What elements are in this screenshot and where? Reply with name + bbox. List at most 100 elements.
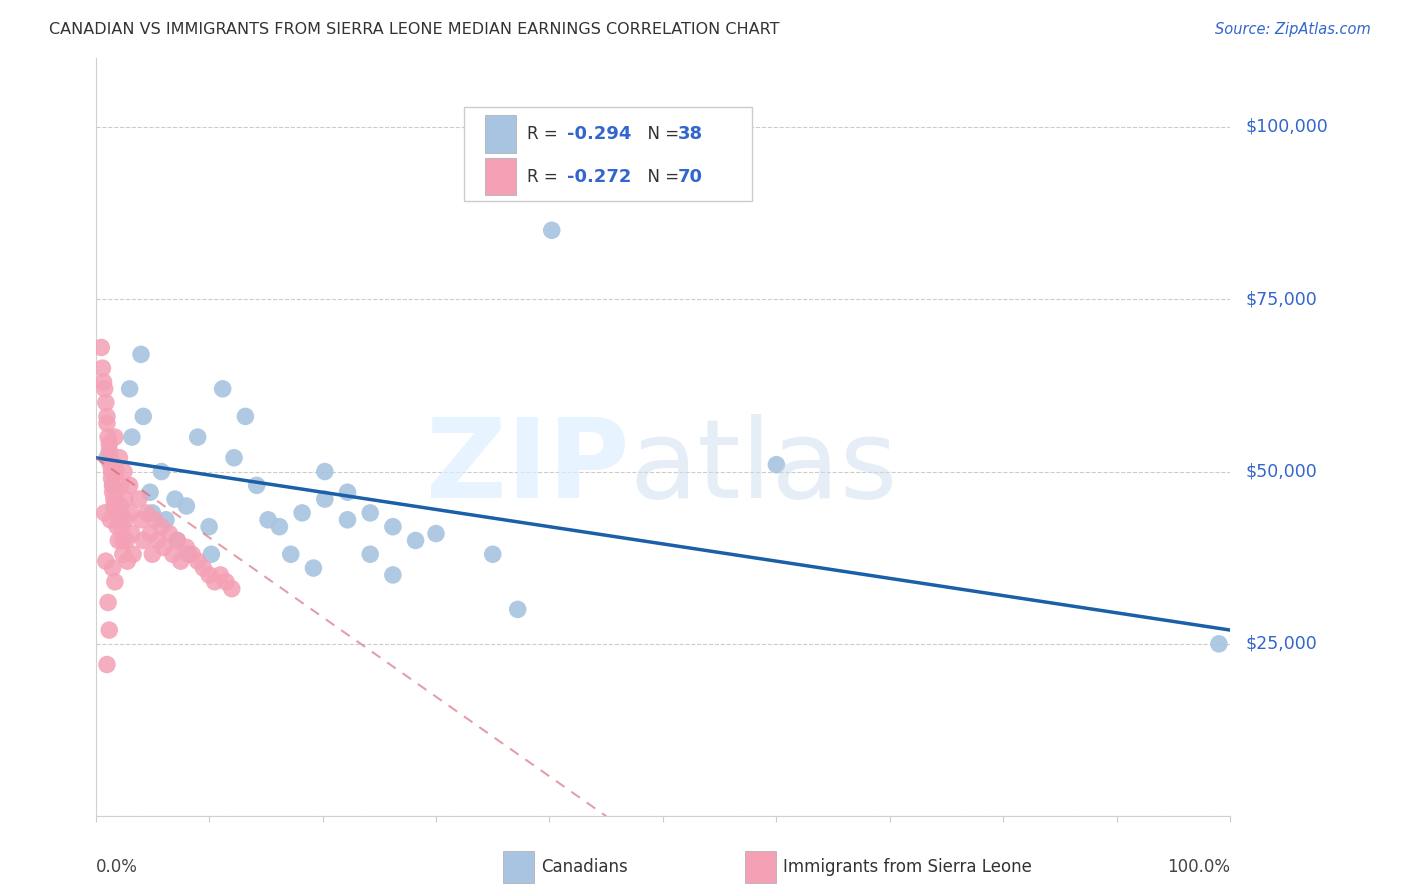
Point — [152, 541, 174, 555]
Text: $75,000: $75,000 — [1244, 290, 1317, 309]
Point — [163, 492, 186, 507]
Point — [96, 409, 118, 424]
Point — [170, 554, 193, 568]
Point — [105, 506, 128, 520]
Point — [177, 547, 200, 561]
Point — [98, 443, 121, 458]
Point — [98, 458, 121, 472]
Point — [302, 561, 325, 575]
Point — [150, 519, 173, 533]
Point — [143, 513, 166, 527]
Point — [98, 437, 121, 451]
Point — [120, 506, 142, 520]
Text: N =: N = — [637, 168, 685, 186]
Point — [381, 568, 404, 582]
Point — [198, 568, 221, 582]
Point — [110, 499, 132, 513]
Text: ZIP: ZIP — [426, 414, 628, 521]
Point — [132, 409, 155, 424]
Point — [481, 547, 503, 561]
Point — [108, 450, 131, 465]
Point — [93, 382, 115, 396]
Text: Canadians: Canadians — [541, 858, 628, 876]
Point — [540, 223, 562, 237]
Point — [110, 506, 132, 520]
Point — [98, 623, 121, 637]
Point — [111, 519, 134, 533]
Point — [381, 519, 404, 533]
Point — [118, 478, 141, 492]
Point — [280, 547, 302, 561]
Point — [132, 533, 155, 548]
Point — [105, 519, 128, 533]
Point — [97, 430, 120, 444]
Point — [221, 582, 243, 596]
Point — [314, 492, 336, 507]
Point — [107, 533, 129, 548]
Point — [155, 513, 177, 527]
Point — [121, 430, 143, 444]
Text: R =: R = — [527, 168, 564, 186]
Point — [93, 375, 115, 389]
Point — [150, 465, 173, 479]
Point — [114, 513, 136, 527]
Point — [166, 533, 188, 548]
Point — [114, 492, 136, 507]
Point — [187, 430, 209, 444]
Point — [111, 547, 134, 561]
Point — [336, 485, 359, 500]
Point — [157, 526, 180, 541]
Text: $100,000: $100,000 — [1244, 118, 1327, 136]
Point — [94, 395, 117, 409]
Point — [128, 492, 150, 507]
Text: R =: R = — [527, 125, 564, 143]
Point — [187, 554, 209, 568]
Text: -0.294: -0.294 — [567, 125, 631, 143]
Point — [314, 465, 336, 479]
Point — [269, 519, 291, 533]
Text: Source: ZipAtlas.com: Source: ZipAtlas.com — [1215, 22, 1371, 37]
Point — [97, 595, 120, 609]
Point — [176, 499, 198, 513]
Text: 0.0%: 0.0% — [96, 858, 138, 876]
Point — [181, 547, 204, 561]
Point — [166, 533, 188, 548]
Text: 100.0%: 100.0% — [1167, 858, 1230, 876]
Point — [359, 547, 381, 561]
Point — [101, 485, 124, 500]
Text: 70: 70 — [678, 168, 703, 186]
Point — [135, 506, 157, 520]
Point — [176, 541, 198, 555]
Point — [1208, 637, 1230, 651]
Point — [105, 485, 128, 500]
Point — [139, 526, 162, 541]
Point — [129, 513, 152, 527]
Point — [101, 478, 124, 492]
Point — [111, 533, 134, 548]
Point — [110, 478, 132, 492]
Point — [104, 430, 127, 444]
Text: CANADIAN VS IMMIGRANTS FROM SIERRA LEONE MEDIAN EARNINGS CORRELATION CHART: CANADIAN VS IMMIGRANTS FROM SIERRA LEONE… — [49, 22, 780, 37]
Point — [193, 561, 215, 575]
Point — [257, 513, 280, 527]
Point — [112, 465, 135, 479]
Point — [98, 450, 121, 465]
Point — [146, 533, 169, 548]
Point — [121, 526, 143, 541]
Point — [101, 561, 124, 575]
Point — [118, 382, 141, 396]
Point — [162, 547, 184, 561]
Point — [359, 506, 381, 520]
Point — [141, 547, 163, 561]
Text: 38: 38 — [678, 125, 703, 143]
Text: -0.272: -0.272 — [567, 168, 631, 186]
Point — [103, 499, 125, 513]
Point — [235, 409, 257, 424]
Point — [211, 382, 233, 396]
Point — [104, 574, 127, 589]
Point — [103, 492, 125, 507]
Point — [215, 574, 238, 589]
Point — [198, 519, 221, 533]
Text: $25,000: $25,000 — [1244, 635, 1317, 653]
Text: N =: N = — [637, 125, 685, 143]
